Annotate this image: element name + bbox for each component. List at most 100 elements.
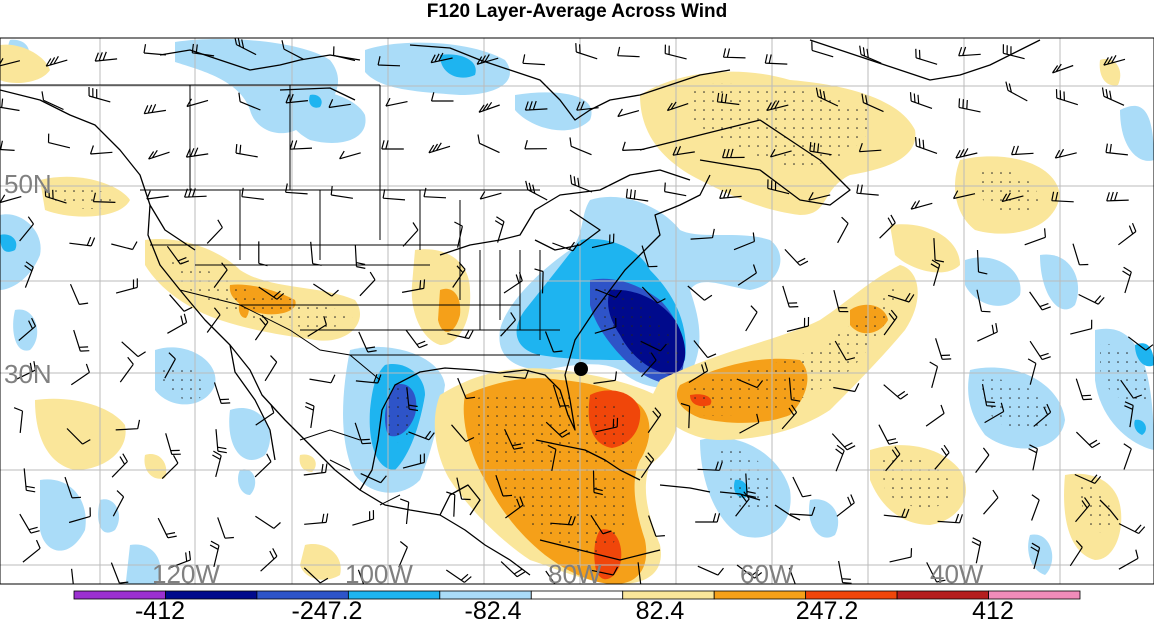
wind-barb-icon [788, 377, 801, 402]
lat-label-30n: 30N [4, 359, 52, 389]
wind-barb-icon [937, 513, 963, 524]
wind-barb-icon [569, 137, 592, 156]
wind-barb-icon [191, 43, 215, 57]
wind-barb-icon [1105, 143, 1128, 156]
wind-barb-icon [186, 98, 209, 108]
colorbar-swatch [988, 590, 1081, 600]
wind-barb-icon [1075, 378, 1093, 401]
wind-barb-icon [445, 569, 472, 583]
coastlines [0, 39, 1119, 576]
wind-barb-icon [784, 248, 809, 266]
wind-barb-icon [1078, 293, 1105, 305]
wind-barb-icon [215, 429, 227, 454]
wind-barb-icon [811, 41, 834, 58]
wind-barb-icon [640, 352, 657, 378]
wind-barb-icon [1051, 191, 1074, 203]
wind-barb-icon [1072, 243, 1089, 266]
wind-barb-icon [621, 141, 645, 151]
wind-barb-icon [981, 383, 996, 407]
wind-barb-icon [447, 329, 474, 340]
wind-barb-icon [808, 192, 831, 201]
wind-barb-icon [503, 272, 523, 294]
wind-barb-icon [593, 371, 617, 384]
wind-barb-icon [310, 241, 322, 266]
wind-barb-icon [1031, 494, 1040, 521]
wind-barb-icon [402, 222, 419, 247]
wind-barb-icon [887, 292, 915, 303]
wind-barb-icon [452, 262, 466, 288]
wind-barb-icon [457, 377, 476, 400]
wind-barb-icon [1054, 148, 1077, 159]
wind-barb-icon [146, 190, 169, 200]
wind-barb-icon [89, 145, 113, 155]
wind-barb-icon [883, 309, 898, 336]
wind-barb-icon [522, 54, 545, 66]
wind-barb-icon [525, 180, 548, 201]
wind-barb-icon [545, 570, 556, 584]
wind-barb-icon [722, 48, 746, 59]
wind-barb-icon [925, 404, 945, 427]
wind-barb-icon [833, 289, 849, 313]
wind-barb-icon [112, 490, 125, 517]
wind-barb-icon [792, 476, 812, 498]
wind-barb-icon [166, 245, 190, 265]
wind-barb-icon [333, 46, 356, 62]
wind-barb-icon [360, 473, 387, 484]
wind-barb-icon [680, 402, 691, 429]
wind-barb-icon [926, 562, 946, 583]
wind-barb-icon [910, 200, 933, 210]
wind-barb-icon [476, 54, 499, 65]
lon-label-40w: 40W [930, 559, 984, 589]
wind-barb-icon [838, 560, 852, 584]
wind-barb-icon [385, 97, 408, 107]
wind-barb-icon [834, 340, 856, 361]
wind-barb-icon [640, 340, 667, 352]
wind-barb-icon [1103, 55, 1126, 66]
colorbar-tick-label: 82.4 [636, 597, 685, 622]
wind-barb-icon [550, 515, 576, 526]
stipple-overlay [50, 83, 1150, 554]
wind-barb-icon [672, 146, 695, 156]
wind-barb-icon [640, 452, 655, 479]
wind-barb-icon [915, 137, 938, 154]
wind-barb-icon [115, 278, 138, 294]
wind-barb-icon [258, 241, 268, 267]
wind-barb-icon [697, 461, 723, 471]
wind-barb-icon [878, 424, 898, 445]
wind-barb-icon [307, 316, 327, 337]
wind-barb-icon [883, 384, 909, 400]
wind-barb-icon [786, 316, 810, 332]
wind-barb-icon [23, 468, 36, 493]
wind-barb-icon [309, 374, 336, 384]
wind-barb-icon [19, 216, 34, 242]
wind-barb-icon [406, 387, 419, 412]
wind-barb-icon [856, 184, 879, 196]
wind-barb-icon [736, 378, 764, 389]
wind-barb-icon [0, 140, 15, 151]
wind-barb-icon [330, 186, 353, 199]
wind-barb-icon [94, 51, 118, 62]
wind-barb-icon [500, 312, 517, 337]
wind-barb-icon [258, 286, 285, 300]
wind-barb-icon [977, 323, 998, 342]
wind-barb-icon [625, 188, 649, 202]
wind-barb-icon [722, 148, 745, 159]
wind-barb-icon [789, 506, 816, 516]
wind-barb-icon [1123, 443, 1132, 470]
wind-barb-icon [285, 183, 308, 195]
wind-barb-icon [934, 444, 950, 470]
wind-barb-icon [354, 422, 372, 445]
wind-barb-icon [285, 93, 308, 104]
wind-barb-icon [19, 513, 40, 534]
wind-barb-icon [66, 428, 91, 445]
wind-barb-icon [595, 288, 622, 299]
wind-barb-icon [534, 268, 544, 294]
wind-barb-icon [788, 567, 796, 584]
wind-barb-icon [88, 86, 111, 103]
wind-barb-icon [303, 567, 329, 584]
colorbar-swatch [713, 590, 807, 600]
wind-barb-icon [44, 187, 67, 204]
wind-barb-icon [339, 150, 361, 160]
wind-barb-icon [45, 55, 68, 67]
